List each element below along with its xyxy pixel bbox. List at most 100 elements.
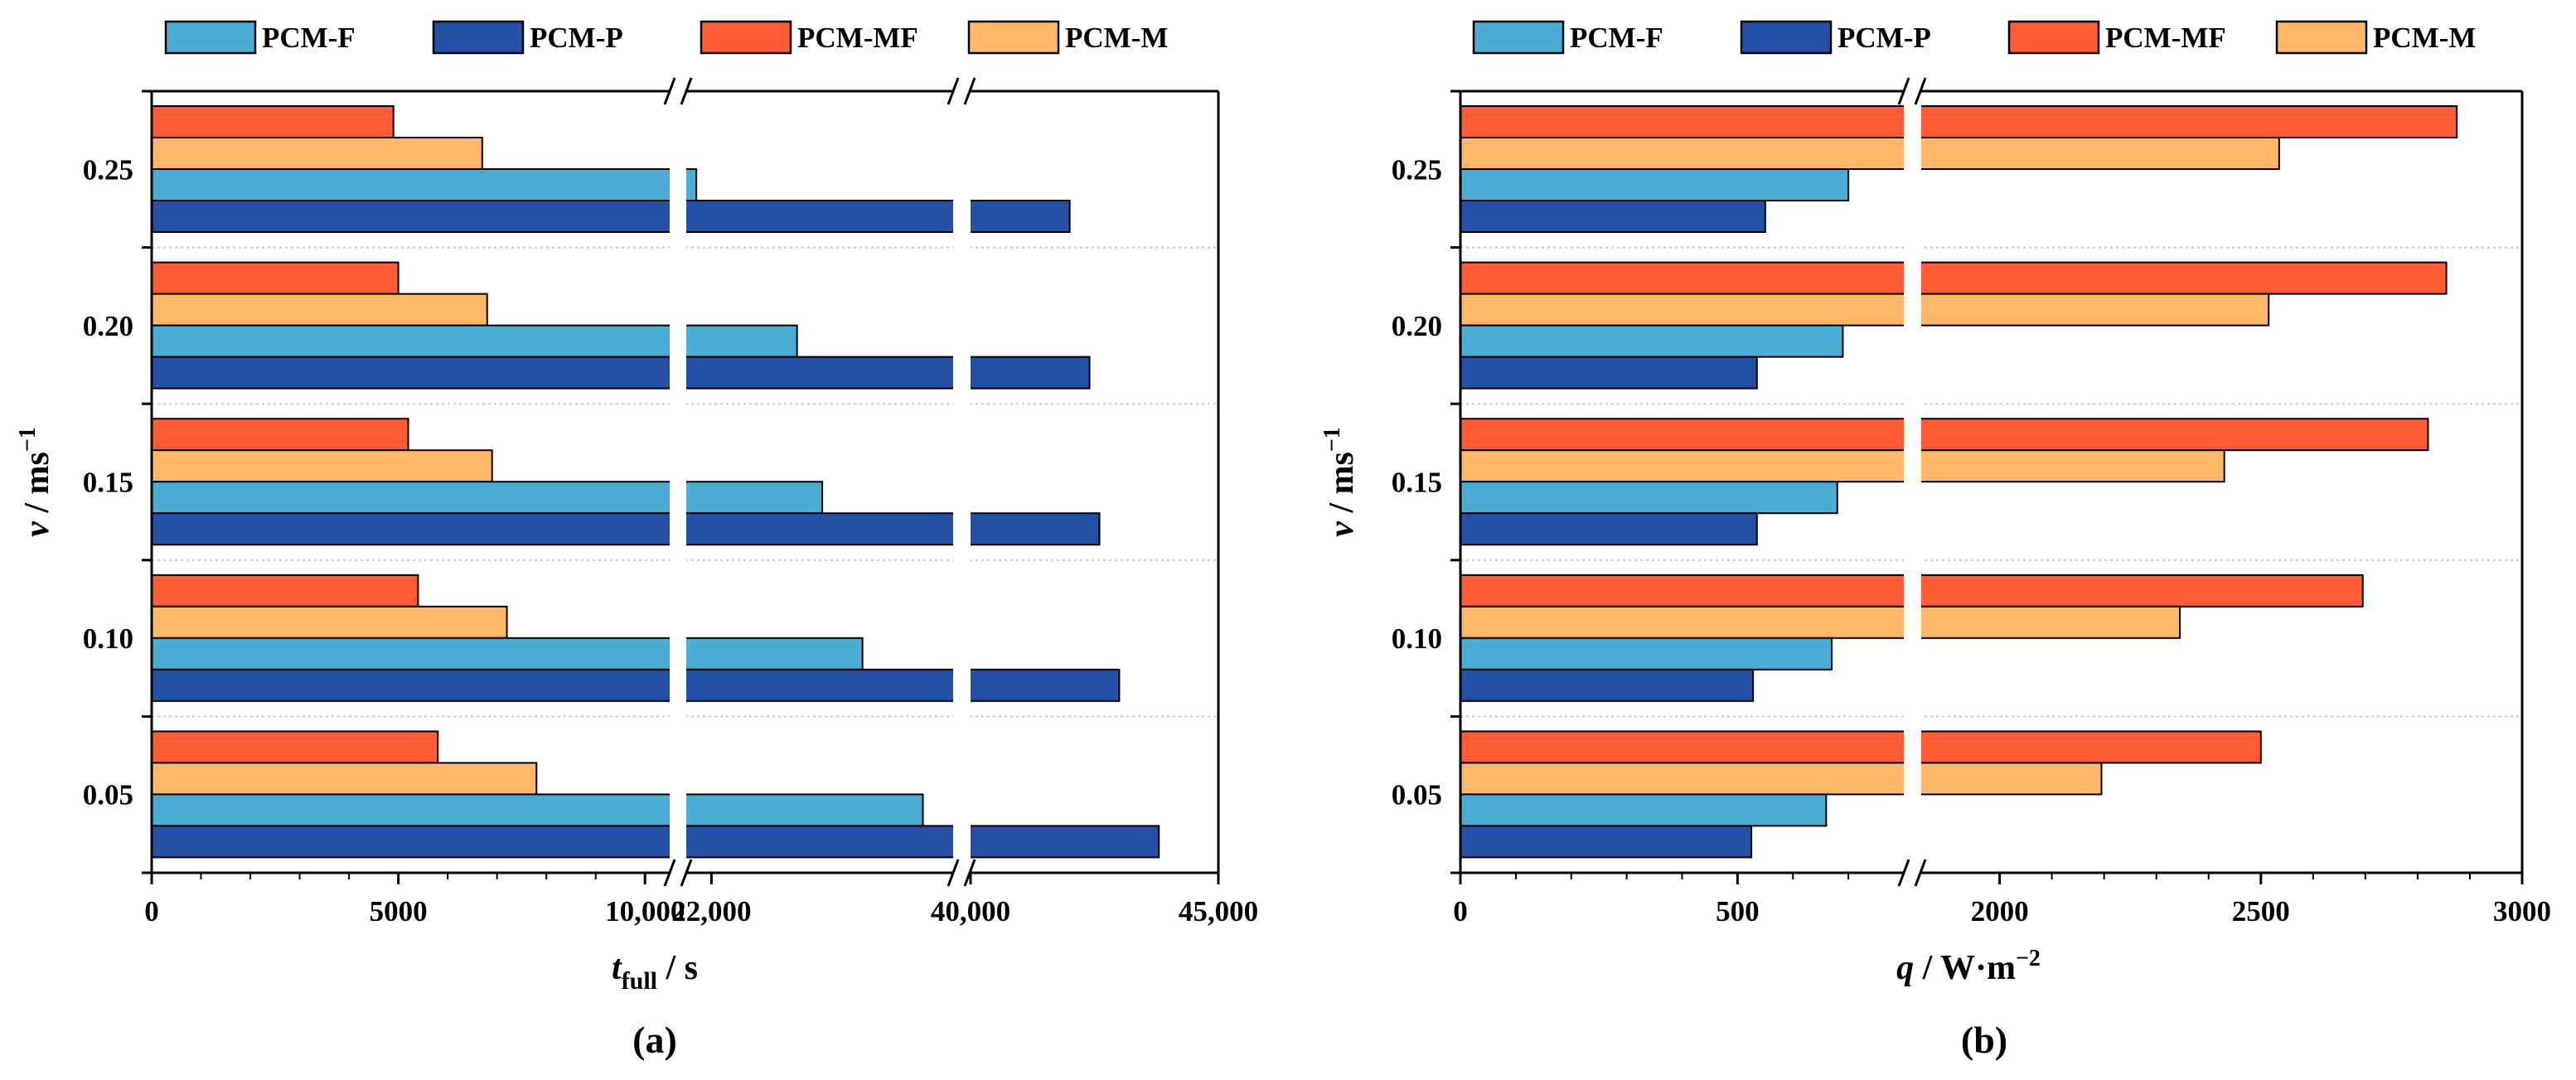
- bar-pcm-mf-0.10: [151, 574, 419, 608]
- bar-pcm-mf-0.20: [151, 261, 399, 295]
- axis-break-gap: [953, 93, 971, 871]
- y-axis-title-var: v: [18, 521, 56, 537]
- legend-swatch-pcm-f: [164, 20, 257, 55]
- bar-pcm-mf-0.25: [1460, 105, 2458, 138]
- axis-break-mark: [1897, 77, 1910, 105]
- bar-pcm-m-0.15: [151, 449, 493, 483]
- legend-swatch-pcm-f: [1472, 20, 1565, 55]
- x-tick-label: 0: [144, 895, 159, 927]
- bar-pcm-p-0.10: [1460, 668, 1755, 702]
- bar-pcm-f-0.10: [1460, 637, 1833, 671]
- axis-break-mark: [663, 77, 676, 105]
- axis-break-mark: [947, 859, 960, 887]
- axis-break-mark: [680, 77, 693, 105]
- bar-pcm-mf-0.15: [151, 418, 409, 452]
- bar-pcm-f-0.25: [1460, 168, 1850, 201]
- x-tick-label: 22,000: [671, 895, 751, 927]
- axis-break-mark: [1897, 859, 1910, 887]
- bar-pcm-p-0.10: [151, 668, 1121, 702]
- legend-swatch-pcm-p: [1740, 20, 1833, 55]
- bar-pcm-f-0.15: [151, 481, 824, 515]
- legend-label-pcm-m: PCM-M: [2373, 22, 2476, 54]
- bar-pcm-p-0.20: [1460, 356, 1758, 390]
- y-tick-label: 0.20: [1392, 310, 1442, 342]
- legend-label-pcm-p: PCM-P: [1838, 22, 1931, 54]
- y-tick-label: 0.20: [83, 310, 133, 342]
- y-tick-label: 0.10: [1392, 622, 1442, 655]
- legend-swatch-pcm-m: [967, 20, 1060, 55]
- bar-pcm-m-0.05: [151, 762, 538, 796]
- bar-pcm-p-0.15: [1460, 512, 1758, 546]
- bar-pcm-f-0.05: [151, 793, 924, 827]
- x-tick-label: 40,000: [931, 895, 1010, 927]
- legend-swatch-pcm-mf: [2007, 20, 2100, 55]
- bar-pcm-p-0.25: [1460, 200, 1766, 233]
- bar-pcm-f-0.15: [1460, 481, 1838, 515]
- legend-swatch-pcm-p: [432, 20, 525, 55]
- y-axis-title-exponent: −1: [1319, 427, 1345, 452]
- x-tick-label: 2500: [2232, 895, 2290, 927]
- bar-pcm-m-0.05: [1460, 762, 2103, 796]
- bar-pcm-mf-0.05: [151, 730, 439, 764]
- bar-pcm-p-0.15: [151, 512, 1101, 546]
- bar-pcm-f-0.20: [151, 324, 798, 358]
- bar-pcm-m-0.15: [1460, 449, 2225, 483]
- y-tick-label: 0.25: [83, 153, 133, 186]
- legend-label-pcm-f: PCM-F: [1570, 22, 1663, 54]
- axis-break-gap: [1904, 93, 1921, 871]
- y-tick-label: 0.15: [1392, 467, 1442, 499]
- bar-pcm-p-0.05: [151, 825, 1160, 859]
- axis-break-mark: [1914, 77, 1927, 105]
- axis-break-mark: [947, 77, 960, 105]
- panel-label-b: (b): [1961, 1019, 2007, 1061]
- x-axis-title-unit: / W·m: [1914, 949, 2016, 987]
- x-axis-title-subscript: full: [622, 967, 657, 995]
- y-axis-title-var: v: [1323, 521, 1361, 537]
- x-axis-title: q / W·m−2: [1896, 946, 2041, 987]
- x-tick-label: 5000: [370, 895, 428, 927]
- x-axis-title-var: t: [612, 949, 622, 987]
- x-axis-title-exponent: −2: [2016, 946, 2041, 971]
- x-axis-title-var: q: [1896, 949, 1914, 987]
- bar-pcm-p-0.05: [1460, 825, 1753, 859]
- y-tick-label: 0.25: [1392, 153, 1442, 186]
- panel-label-a: (a): [632, 1019, 677, 1061]
- bar-pcm-p-0.25: [151, 200, 1071, 233]
- bar-pcm-mf-0.05: [1460, 730, 2262, 764]
- bar-pcm-m-0.10: [1460, 605, 2181, 639]
- bar-pcm-f-0.05: [1460, 793, 1828, 827]
- legend-label-pcm-m: PCM-M: [1065, 22, 1168, 54]
- y-tick-label: 0.05: [83, 779, 133, 811]
- legend-swatch-pcm-mf: [700, 20, 792, 55]
- legend-label-pcm-f: PCM-F: [262, 22, 356, 54]
- x-tick-label: 2000: [1971, 895, 2029, 927]
- bar-pcm-m-0.20: [1460, 293, 2270, 327]
- bar-pcm-f-0.25: [151, 168, 698, 201]
- bar-pcm-m-0.25: [1460, 137, 2280, 170]
- y-axis-title-unit: / ms: [1323, 452, 1361, 521]
- bar-pcm-m-0.10: [151, 605, 508, 639]
- x-tick-label: 500: [1716, 895, 1760, 927]
- bar-pcm-mf-0.20: [1460, 261, 2448, 295]
- y-axis-title: v / ms−1: [1319, 427, 1361, 537]
- x-axis-title: tfull / s: [612, 949, 698, 995]
- x-tick-label: 45,000: [1179, 895, 1258, 927]
- chart-panel-b: 0.05 0.10 0.15 0.20 0.25 0 500 2000 2500 3000 PCM-…: [1319, 20, 2551, 1061]
- x-tick-label: 3000: [2493, 895, 2551, 927]
- y-tick-label: 0.05: [1392, 779, 1442, 811]
- legend-label-pcm-mf: PCM-MF: [2105, 22, 2226, 54]
- x-axis-title-unit: / s: [657, 949, 698, 987]
- x-tick-label: 0: [1453, 895, 1468, 927]
- bar-pcm-f-0.20: [1460, 324, 1844, 358]
- legend-swatch-pcm-m: [2275, 20, 2368, 55]
- bar-pcm-mf-0.25: [151, 105, 395, 138]
- bar-pcm-m-0.20: [151, 293, 488, 327]
- legend-label-pcm-p: PCM-P: [530, 22, 623, 54]
- bar-pcm-m-0.25: [151, 137, 483, 170]
- x-tick-label: 10,000: [605, 895, 685, 927]
- bar-pcm-mf-0.15: [1460, 418, 2429, 452]
- y-tick-label: 0.15: [83, 467, 133, 499]
- axis-break-mark: [663, 859, 676, 887]
